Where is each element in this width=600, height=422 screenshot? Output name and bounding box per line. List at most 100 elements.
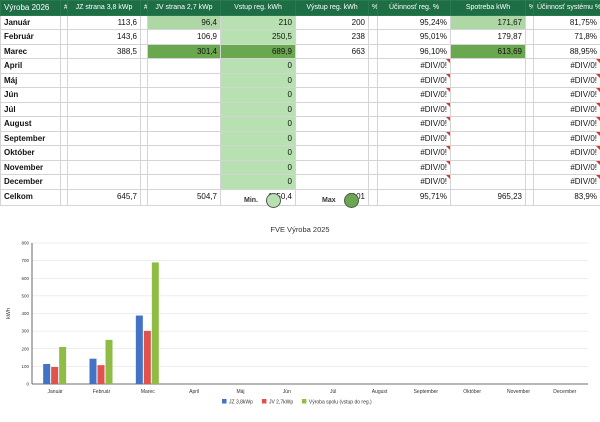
cell-empty[interactable] bbox=[369, 44, 378, 59]
cell-vystup[interactable] bbox=[296, 175, 369, 190]
cell-empty[interactable] bbox=[526, 146, 534, 161]
column-header[interactable]: Účinnosť reg. % bbox=[378, 1, 451, 16]
cell-jz[interactable]: 388,5 bbox=[68, 44, 141, 59]
cell-jz[interactable] bbox=[68, 73, 141, 88]
column-header[interactable]: # bbox=[141, 1, 148, 16]
cell-empty[interactable] bbox=[369, 59, 378, 74]
cell-ucin[interactable]: #DIV/0! bbox=[378, 146, 451, 161]
cell-spotreba[interactable]: 179,87 bbox=[451, 30, 526, 45]
cell-vystup[interactable]: 200 bbox=[296, 15, 369, 30]
cell-jz[interactable]: 143,6 bbox=[68, 30, 141, 45]
cell-empty[interactable] bbox=[141, 117, 148, 132]
cell-vystup[interactable]: 663 bbox=[296, 44, 369, 59]
cell-month[interactable]: November bbox=[1, 160, 61, 175]
column-header[interactable]: % bbox=[369, 1, 378, 16]
cell-empty[interactable] bbox=[526, 160, 534, 175]
cell-jv[interactable] bbox=[148, 175, 221, 190]
cell-empty[interactable] bbox=[61, 59, 68, 74]
cell-month[interactable]: Júl bbox=[1, 102, 61, 117]
cell-sys[interactable]: #DIV/0! bbox=[534, 175, 600, 190]
cell-sys[interactable]: #DIV/0! bbox=[534, 73, 600, 88]
cell-vystup[interactable] bbox=[296, 73, 369, 88]
cell-jv[interactable]: 301,4 bbox=[148, 44, 221, 59]
cell-empty[interactable] bbox=[61, 15, 68, 30]
cell-jv[interactable] bbox=[148, 146, 221, 161]
cell-empty[interactable] bbox=[141, 131, 148, 146]
cell-vstup[interactable]: 0 bbox=[221, 73, 296, 88]
cell-jv[interactable] bbox=[148, 73, 221, 88]
cell-empty[interactable] bbox=[369, 88, 378, 103]
cell-spotreba[interactable] bbox=[451, 59, 526, 74]
cell-sys[interactable]: 71,8% bbox=[534, 30, 600, 45]
column-header[interactable]: JZ strana 3,8 kWp bbox=[68, 1, 141, 16]
cell-ucin[interactable]: 96,10% bbox=[378, 44, 451, 59]
cell-ucin[interactable]: #DIV/0! bbox=[378, 131, 451, 146]
cell-jz[interactable] bbox=[68, 102, 141, 117]
cell-vstup[interactable]: 0 bbox=[221, 160, 296, 175]
cell-sys[interactable]: #DIV/0! bbox=[534, 59, 600, 74]
column-header[interactable]: Účinnosť systému % bbox=[534, 1, 600, 16]
column-header[interactable]: Spotreba kWh bbox=[451, 1, 526, 16]
column-header[interactable]: JV strana 2,7 kWp bbox=[148, 1, 221, 16]
cell-month[interactable]: December bbox=[1, 175, 61, 190]
cell-jv[interactable] bbox=[148, 102, 221, 117]
cell-spotreba[interactable]: 171,67 bbox=[451, 15, 526, 30]
cell-vstup[interactable]: 689,9 bbox=[221, 44, 296, 59]
cell-ucin[interactable]: 95,24% bbox=[378, 15, 451, 30]
cell-vystup[interactable]: 238 bbox=[296, 30, 369, 45]
cell-jv[interactable] bbox=[148, 160, 221, 175]
cell-vstup[interactable]: 0 bbox=[221, 131, 296, 146]
cell-vstup[interactable]: 250,5 bbox=[221, 30, 296, 45]
cell-empty[interactable] bbox=[369, 30, 378, 45]
cell-empty[interactable] bbox=[526, 88, 534, 103]
cell-spotreba[interactable] bbox=[451, 160, 526, 175]
cell-empty[interactable] bbox=[526, 30, 534, 45]
cell-ucin[interactable]: #DIV/0! bbox=[378, 88, 451, 103]
cell-empty[interactable] bbox=[141, 88, 148, 103]
cell-jv[interactable] bbox=[148, 88, 221, 103]
cell-jz[interactable] bbox=[68, 146, 141, 161]
cell-month[interactable]: April bbox=[1, 59, 61, 74]
cell-vystup[interactable] bbox=[296, 146, 369, 161]
cell-vstup[interactable]: 0 bbox=[221, 59, 296, 74]
cell-ucin[interactable]: #DIV/0! bbox=[378, 59, 451, 74]
cell-sys[interactable]: #DIV/0! bbox=[534, 88, 600, 103]
cell-empty[interactable] bbox=[61, 131, 68, 146]
cell-vstup[interactable]: 210 bbox=[221, 15, 296, 30]
cell-spotreba[interactable] bbox=[451, 73, 526, 88]
cell-empty[interactable] bbox=[526, 44, 534, 59]
cell-jz[interactable] bbox=[68, 175, 141, 190]
cell-month[interactable]: September bbox=[1, 131, 61, 146]
cell-empty[interactable] bbox=[141, 59, 148, 74]
cell-vystup[interactable] bbox=[296, 88, 369, 103]
cell-empty[interactable] bbox=[141, 73, 148, 88]
cell-month[interactable]: Október bbox=[1, 146, 61, 161]
cell-ucin[interactable]: #DIV/0! bbox=[378, 117, 451, 132]
cell-empty[interactable] bbox=[369, 160, 378, 175]
cell-empty[interactable] bbox=[369, 73, 378, 88]
cell-vstup[interactable]: 0 bbox=[221, 102, 296, 117]
cell-empty[interactable] bbox=[369, 102, 378, 117]
cell-spotreba[interactable] bbox=[451, 102, 526, 117]
column-header[interactable]: % bbox=[526, 1, 534, 16]
cell-empty[interactable] bbox=[526, 117, 534, 132]
cell-vystup[interactable] bbox=[296, 131, 369, 146]
cell-empty[interactable] bbox=[61, 44, 68, 59]
cell-empty[interactable] bbox=[61, 146, 68, 161]
cell-jv[interactable] bbox=[148, 59, 221, 74]
cell-vstup[interactable]: 0 bbox=[221, 146, 296, 161]
cell-sys[interactable]: 81,75% bbox=[534, 15, 600, 30]
cell-jz[interactable] bbox=[68, 59, 141, 74]
cell-empty[interactable] bbox=[141, 102, 148, 117]
cell-jz[interactable] bbox=[68, 160, 141, 175]
cell-empty[interactable] bbox=[526, 102, 534, 117]
cell-empty[interactable] bbox=[61, 117, 68, 132]
cell-sys[interactable]: 88,95% bbox=[534, 44, 600, 59]
cell-month[interactable]: Máj bbox=[1, 73, 61, 88]
cell-empty[interactable] bbox=[61, 30, 68, 45]
cell-jz[interactable] bbox=[68, 117, 141, 132]
cell-month[interactable]: Jún bbox=[1, 88, 61, 103]
cell-vystup[interactable] bbox=[296, 102, 369, 117]
cell-vystup[interactable] bbox=[296, 117, 369, 132]
cell-empty[interactable] bbox=[141, 146, 148, 161]
